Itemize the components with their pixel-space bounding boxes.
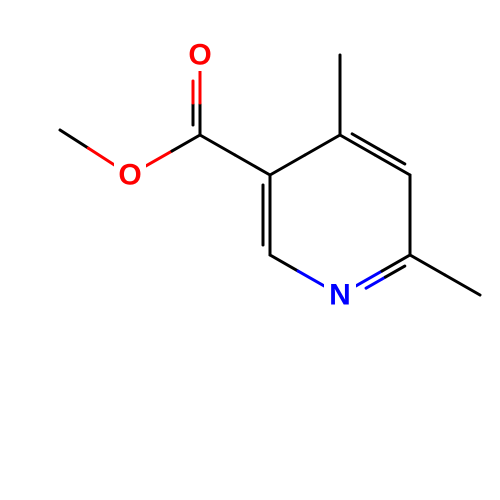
bond-single (200, 135, 235, 155)
bond-single (88, 148, 116, 166)
bond-single (445, 275, 480, 295)
bond-single (298, 271, 326, 287)
bond-single (270, 155, 305, 175)
bond-double-inner (352, 134, 378, 149)
bond-single (172, 135, 200, 151)
atom-label-o: O (188, 39, 211, 72)
bond-single (235, 155, 270, 175)
atom-label-o: O (118, 159, 141, 192)
bond-double-inner (378, 149, 404, 164)
bond-single (60, 130, 88, 148)
bond-double-outer (382, 255, 410, 271)
atom-label-n: N (329, 279, 351, 312)
bond-single (305, 135, 340, 155)
molecule-canvas: O O N (0, 0, 500, 500)
bond-single (144, 151, 172, 167)
bond-single (410, 255, 445, 275)
bond-double-outer (354, 271, 382, 287)
bond-single (270, 255, 298, 271)
